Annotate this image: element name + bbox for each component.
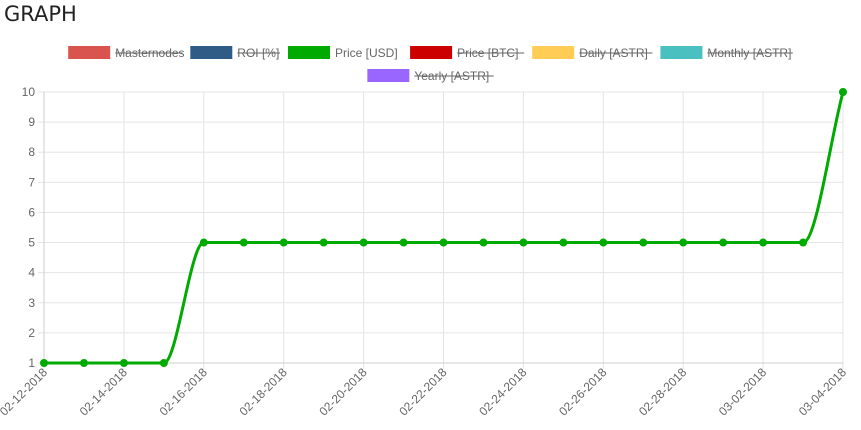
data-point[interactable] — [319, 238, 328, 247]
data-point[interactable] — [799, 238, 808, 247]
chart-grid — [38, 91, 844, 369]
legend-swatch — [532, 46, 575, 59]
data-point[interactable] — [759, 238, 768, 247]
legend-item-price-btc[interactable]: Price [BTC] — [410, 46, 525, 60]
x-tick-label: 03-02-2018 — [716, 365, 770, 419]
legend-swatch — [190, 46, 233, 59]
legend-swatch — [660, 46, 703, 59]
data-point[interactable] — [519, 238, 528, 247]
y-tick-label: 1 — [28, 356, 35, 370]
y-tick-label: 7 — [28, 175, 35, 189]
x-tick-label: 02-20-2018 — [316, 365, 370, 419]
legend-swatch — [68, 46, 111, 59]
y-tick-label: 3 — [28, 296, 35, 310]
data-point[interactable] — [159, 359, 168, 367]
chart-series — [40, 88, 847, 367]
y-tick-label: 4 — [28, 266, 35, 280]
x-tick-label: 02-18-2018 — [237, 365, 291, 419]
y-tick-label: 2 — [28, 326, 35, 340]
legend-item-yearly-astr[interactable]: Yearly [ASTR] — [367, 69, 494, 83]
data-point[interactable] — [479, 238, 488, 247]
page-title: GRAPH — [4, 2, 77, 26]
data-point[interactable] — [199, 238, 208, 247]
legend-item-monthly-astr[interactable]: Monthly [ASTR] — [660, 46, 793, 60]
data-point[interactable] — [599, 238, 608, 247]
y-tick-label: 6 — [28, 205, 35, 219]
data-point[interactable] — [279, 238, 288, 247]
y-tick-label: 9 — [28, 115, 35, 129]
x-tick-label: 02-26-2018 — [556, 365, 610, 419]
data-point[interactable] — [119, 359, 128, 367]
data-point[interactable] — [399, 238, 408, 247]
data-point[interactable] — [439, 238, 448, 247]
data-point[interactable] — [639, 238, 648, 247]
x-tick-label: 02-12-2018 — [0, 365, 50, 419]
data-point[interactable] — [79, 359, 88, 367]
legend-item-roi[interactable]: ROI [%] — [190, 46, 280, 60]
legend-item-price-usd[interactable]: Price [USD] — [288, 46, 398, 60]
data-point[interactable] — [839, 88, 847, 96]
legend-swatch — [367, 69, 410, 82]
chart-legend: Masternodes ROI [%] Price [USD] Price [BTC]… — [68, 46, 793, 83]
legend-label: Price [USD] — [335, 46, 398, 60]
data-point[interactable] — [239, 238, 248, 247]
x-axis: 02-12-2018 02-14-2018 02-16-2018 02-18-2018… — [0, 365, 849, 419]
data-point[interactable] — [719, 238, 728, 247]
legend-swatch — [288, 46, 330, 59]
y-tick-label: 10 — [22, 85, 36, 99]
y-tick-label: 8 — [28, 145, 35, 159]
x-tick-label: 02-28-2018 — [636, 365, 690, 419]
x-tick-label: 02-14-2018 — [77, 365, 131, 419]
legend-item-daily-astr[interactable]: Daily [ASTR] — [532, 46, 653, 60]
y-axis: 1 2 3 4 5 6 7 8 9 10 — [22, 85, 36, 370]
legend-item-masternodes[interactable]: Masternodes — [68, 46, 185, 60]
x-tick-label: 03-04-2018 — [796, 365, 850, 419]
data-point[interactable] — [40, 359, 48, 367]
x-tick-label: 02-24-2018 — [476, 365, 530, 419]
y-tick-label: 5 — [28, 236, 35, 250]
data-point[interactable] — [559, 238, 568, 247]
data-point[interactable] — [679, 238, 688, 247]
data-point[interactable] — [359, 238, 368, 247]
legend-swatch — [410, 46, 453, 59]
x-tick-label: 02-16-2018 — [157, 365, 211, 419]
x-tick-label: 02-22-2018 — [396, 365, 450, 419]
